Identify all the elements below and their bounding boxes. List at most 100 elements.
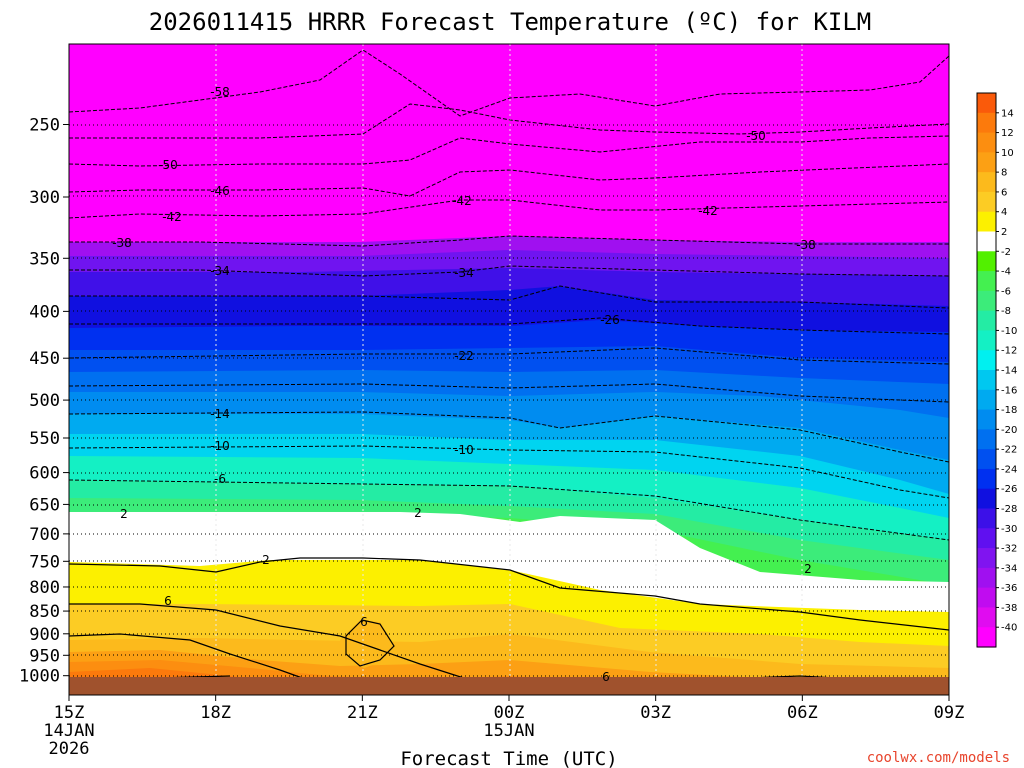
dashed-contours — [69, 49, 949, 541]
x-tick-label: 15JAN — [483, 721, 534, 741]
colorbar-label: -32 — [1001, 544, 1017, 555]
contour-label: -14 — [210, 407, 230, 421]
colorbar-label: 2 — [1001, 227, 1007, 238]
colorbar-label: -12 — [1001, 346, 1017, 357]
y-tick-label: 900 — [29, 625, 60, 645]
contour-label: -58 — [210, 85, 230, 99]
colorbar-swatch — [977, 310, 996, 332]
y-tick-label: 250 — [29, 116, 60, 136]
colorbar-swatch — [977, 508, 996, 529]
colorbar-swatch — [977, 330, 996, 351]
contour-label: -50 — [746, 129, 766, 143]
colorbar-label: -10 — [1001, 326, 1017, 337]
contour-label: 6 — [602, 670, 610, 684]
colorbar-label: -30 — [1001, 524, 1017, 535]
colorbar-swatch — [977, 251, 996, 272]
colorbar-label: -26 — [1001, 484, 1017, 495]
x-tick-label: 00Z — [494, 703, 525, 723]
colorbar-swatch — [977, 152, 996, 173]
x-tick-label: 2026 — [49, 739, 90, 759]
colorbar-swatch — [977, 449, 996, 470]
colorbar-label: -38 — [1001, 603, 1017, 614]
contour-label: -42 — [452, 194, 472, 208]
contour-label: -10 — [210, 439, 230, 453]
colorbar-label: -20 — [1001, 425, 1017, 436]
y-axis: 250 300 350 400 450 500 550 600 650 700 750 800 850 9… — [19, 116, 69, 687]
colorbar-label: 14 — [1001, 108, 1014, 119]
colorbar-swatch — [977, 132, 996, 153]
x-tick-label: 14JAN — [43, 721, 94, 741]
colorbar-swatch — [977, 528, 996, 549]
colorbar-swatch — [977, 211, 996, 233]
x-tick-label: 21Z — [347, 703, 378, 723]
x-tick-label: 09Z — [934, 703, 965, 723]
colorbar-swatch — [977, 290, 996, 312]
contour-label: -34 — [454, 266, 474, 280]
solid-contours — [69, 557, 949, 689]
colorbar-swatch — [977, 587, 996, 609]
y-tick-label: 600 — [29, 464, 60, 484]
contour-label: -6 — [214, 472, 226, 486]
contour-label: -10 — [454, 443, 474, 457]
colorbar-swatch — [977, 468, 996, 490]
colorbar-label: -24 — [1001, 464, 1017, 475]
colorbar-swatch — [977, 607, 996, 628]
colorbar-label: -14 — [1001, 366, 1017, 377]
colorbar-label: -16 — [1001, 385, 1017, 396]
contour-label: 2 — [120, 507, 128, 521]
warm-pocket-6 — [340, 620, 392, 668]
colorbar-label: -4 — [1001, 267, 1011, 278]
colorbar-swatch — [977, 627, 996, 648]
contour-label: 2 — [804, 562, 812, 576]
contour-label: 2 — [262, 553, 270, 567]
colorbar-swatch — [977, 93, 996, 114]
y-tick-label: 1000 — [19, 667, 60, 687]
contour-label: -42 — [162, 210, 182, 224]
colorbar-swatch — [977, 548, 996, 569]
colorbar-legend: 14 12 10 8 6 4 2 -2 -4 -6 -8 -10 -12 -14 -16 -18 -20 -22 -… — [976, 92, 1017, 648]
colorbar-swatch — [977, 112, 996, 134]
y-tick-label: 400 — [29, 302, 60, 322]
credit-text: coolwx.com/models — [867, 750, 1010, 766]
contour-label: 6 — [360, 615, 368, 629]
colorbar-swatch — [977, 567, 996, 589]
colorbar-label: 12 — [1001, 128, 1014, 139]
contour-label: -38 — [796, 238, 816, 252]
x-tick-label: 15Z — [54, 703, 85, 723]
colorbar-swatch — [977, 429, 996, 450]
y-tick-label: 650 — [29, 495, 60, 515]
y-tick-label: 750 — [29, 552, 60, 572]
colorbar-label: 4 — [1001, 207, 1007, 218]
colorbar-label: 10 — [1001, 148, 1014, 159]
colorbar-label: -40 — [1001, 623, 1017, 634]
colorbar-label: -8 — [1001, 306, 1011, 317]
colorbar-label: -28 — [1001, 504, 1017, 515]
y-tick-label: 800 — [29, 578, 60, 598]
y-tick-label: 350 — [29, 249, 60, 269]
y-tick-label: 850 — [29, 602, 60, 622]
colorbar-swatch — [977, 271, 996, 292]
y-tick-label: 500 — [29, 391, 60, 411]
plot-area — [69, 44, 949, 695]
contour-label: 2 — [414, 506, 422, 520]
colorbar-label: 6 — [1001, 187, 1007, 198]
contour-labels: -58 -50 -46 -42 -50 -42 -42 -38 -38 -34 … — [112, 85, 816, 684]
contour-label: -34 — [210, 264, 230, 278]
colorbar-swatch — [977, 389, 996, 411]
colorbar-swatch — [977, 231, 996, 252]
colorbar-label: -6 — [1001, 286, 1011, 297]
x-tick-label: 06Z — [787, 703, 818, 723]
ground-strip — [69, 677, 949, 695]
colorbar-swatch — [977, 191, 996, 213]
contour-label: -42 — [698, 204, 718, 218]
colorbar-label: -22 — [1001, 445, 1017, 456]
contour-label: -38 — [112, 236, 132, 250]
colorbar-label: -2 — [1001, 247, 1011, 258]
dotted-gridlines — [69, 124, 949, 677]
colorbar-swatch — [977, 409, 996, 430]
time-gridlines — [215, 44, 803, 695]
colorbar-swatch — [977, 172, 996, 193]
colorbar-swatch — [977, 350, 996, 371]
